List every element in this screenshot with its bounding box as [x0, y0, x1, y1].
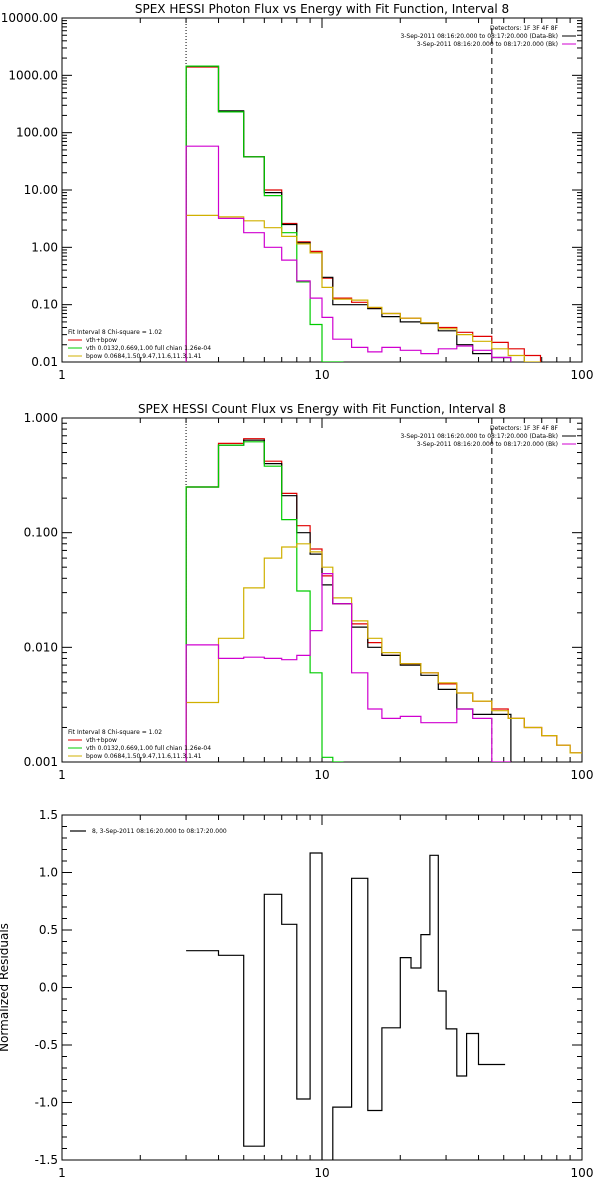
- series-line-0: [185, 438, 582, 762]
- series-line-2: [185, 441, 344, 762]
- legend-top-text: 3-Sep-2011 08:16:20.000 to 08:17:20.000 …: [400, 33, 558, 40]
- legend-top-text: 3-Sep-2011 08:16:20.000 to 08:17:20.000 …: [417, 441, 558, 448]
- x-tick-label: 1: [58, 768, 66, 782]
- y-tick-label: 0.10: [31, 298, 58, 312]
- x-tick-label: 10: [314, 368, 329, 382]
- legend-bottom-text: vth 0.0132,0.669,1.00 full chian 1.26e-0…: [86, 345, 211, 352]
- y-tick-label: 0.010: [24, 640, 58, 654]
- y-tick-label: 0.100: [24, 526, 58, 540]
- chart-2: 1 10 100 0.001 0.010 0.100 1.000 SPEX HESSI Cou…: [24, 402, 594, 782]
- legend-top-text: 3-Sep-2011 08:16:20.000 to 08:17:20.000 …: [417, 41, 558, 48]
- series-line-1: [185, 65, 512, 362]
- legend-bottom-text: vth+bpow: [86, 337, 117, 344]
- y-tick-label: 10000.00: [1, 11, 58, 25]
- legend-bottom-text: bpow 0.0684,1.50,9.47,11.6,11.3,1.41: [86, 753, 202, 760]
- legend-top-text: 8, 3-Sep-2011 08:16:20.000 to 08:17:20.0…: [92, 828, 227, 835]
- y-tick-label: 1.00: [31, 240, 58, 254]
- series-line-3: [185, 543, 582, 762]
- series-line-2: [185, 65, 344, 362]
- legend-bottom-text: Fit Interval 8 Chi-square = 1.02: [68, 729, 162, 736]
- series-line-4: [185, 145, 512, 362]
- series-line-1: [185, 439, 512, 762]
- legend-bottom-text: vth+bpow: [86, 737, 117, 744]
- legend-bottom-text: vth 0.0132,0.669,1.00 full chian 1.26e-0…: [86, 745, 211, 752]
- series-line-4: [185, 573, 511, 762]
- legend-top-text: Detectors: 1F 3F 4F 8F: [490, 425, 559, 432]
- chart-title: SPEX HESSI Count Flux vs Energy with Fit…: [138, 402, 506, 416]
- y-tick-label: 1.000: [24, 411, 58, 425]
- x-tick-label: 100: [571, 1166, 594, 1180]
- chart-3: 1 10 100 -1.5 -1.0 -0.5 0.0 0.5 1.0 1.5 Normalized…: [0, 808, 593, 1180]
- y-tick-label: -1.0: [35, 1096, 58, 1110]
- y-tick-label: 0.5: [39, 923, 58, 937]
- legend-bottom-text: Fit Interval 8 Chi-square = 1.02: [68, 329, 162, 336]
- x-tick-label: 100: [571, 368, 594, 382]
- series-group: [185, 65, 542, 362]
- y-tick-label: 1.5: [39, 808, 58, 822]
- x-tick-label: 10: [314, 768, 329, 782]
- y-tick-label: 1000.00: [8, 68, 58, 82]
- legend-bottom-text: bpow 0.0684,1.50,9.47,11.6,11.3,1.41: [86, 353, 202, 360]
- x-tick-label: 1: [58, 1166, 66, 1180]
- legend-top-text: Detectors: 1F 3F 4F 8F: [490, 25, 559, 32]
- series-group: [185, 438, 582, 762]
- x-tick-label: 100: [571, 768, 594, 782]
- y-tick-label: 0.001: [24, 755, 58, 769]
- series-group: [186, 852, 506, 1160]
- series-line-0: [186, 852, 506, 1160]
- y-tick-label: 100.00: [16, 126, 58, 140]
- y-tick-label: 0.01: [31, 355, 58, 369]
- series-line-3: [185, 214, 541, 362]
- y-tick-label: 1.0: [39, 866, 58, 880]
- x-tick-label: 1: [58, 368, 66, 382]
- legend-top-text: 3-Sep-2011 08:16:20.000 to 08:17:20.000 …: [400, 433, 558, 440]
- y-tick-label: -1.5: [35, 1153, 58, 1167]
- chart-title: SPEX HESSI Photon Flux vs Energy with Fi…: [135, 2, 509, 16]
- y-tick-label: 0.0: [39, 981, 58, 995]
- y-axis-label: Normalized Residuals: [0, 923, 11, 1052]
- x-tick-label: 10: [314, 1166, 329, 1180]
- chart-1: 1 10 100 0.01 0.10 1.00 10.00 100.00 1000.00 1000…: [1, 2, 594, 382]
- y-tick-label: 10.00: [24, 183, 58, 197]
- y-tick-label: -0.5: [35, 1038, 58, 1052]
